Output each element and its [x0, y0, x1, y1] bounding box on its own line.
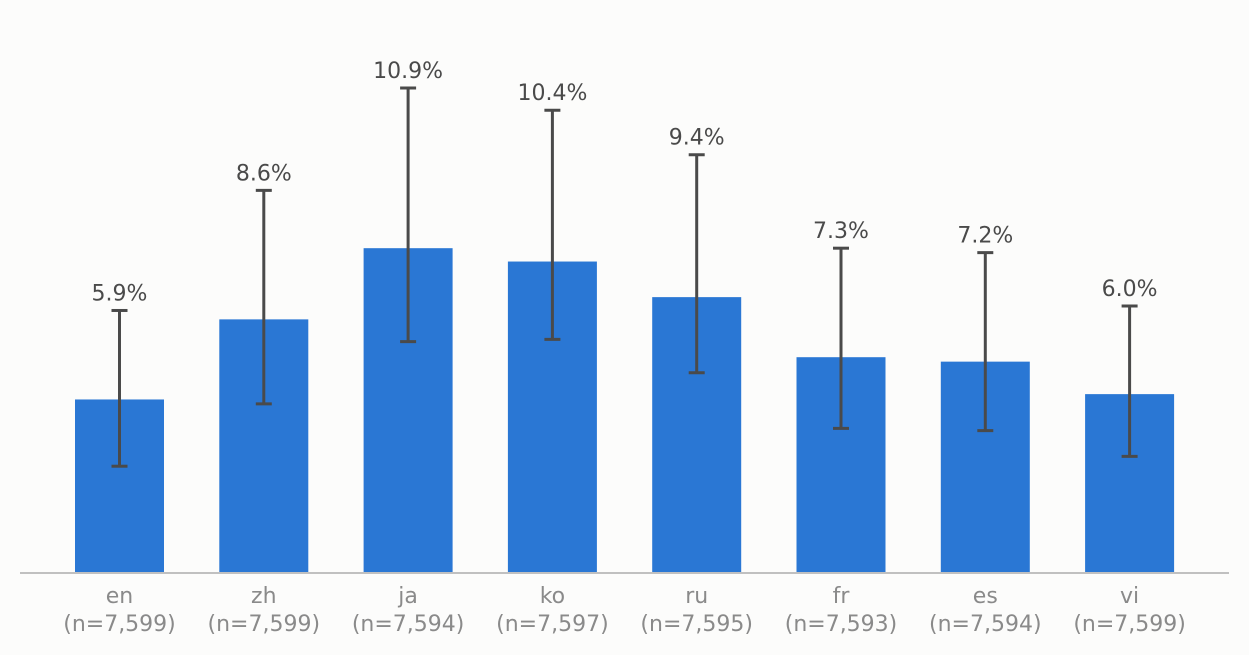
tick-label-fr: fr — [833, 584, 851, 609]
tick-sample-size-ja: (n=7,594) — [352, 612, 465, 637]
value-label-zh: 8.6% — [236, 161, 292, 186]
tick-label-es: es — [973, 584, 998, 609]
tick-sample-size-ru: (n=7,595) — [640, 612, 753, 637]
value-label-en: 5.9% — [92, 281, 148, 306]
tick-sample-size-fr: (n=7,593) — [785, 612, 898, 637]
tick-label-ja: ja — [397, 584, 418, 609]
value-label-ru: 9.4% — [669, 126, 725, 151]
value-label-fr: 7.3% — [813, 219, 869, 244]
tick-label-zh: zh — [251, 584, 277, 609]
value-label-ko: 10.4% — [517, 81, 587, 106]
value-label-vi: 6.0% — [1102, 277, 1158, 302]
tick-label-vi: vi — [1120, 584, 1139, 609]
tick-sample-size-vi: (n=7,599) — [1073, 612, 1186, 637]
tick-sample-size-es: (n=7,594) — [929, 612, 1042, 637]
tick-sample-size-ko: (n=7,597) — [496, 612, 609, 637]
tick-label-en: en — [106, 584, 133, 609]
tick-label-ko: ko — [540, 584, 565, 609]
tick-sample-size-en: (n=7,599) — [63, 612, 176, 637]
value-label-es: 7.2% — [957, 224, 1013, 249]
value-label-ja: 10.9% — [373, 59, 443, 84]
tick-sample-size-zh: (n=7,599) — [208, 612, 321, 637]
tick-label-ru: ru — [685, 584, 708, 609]
